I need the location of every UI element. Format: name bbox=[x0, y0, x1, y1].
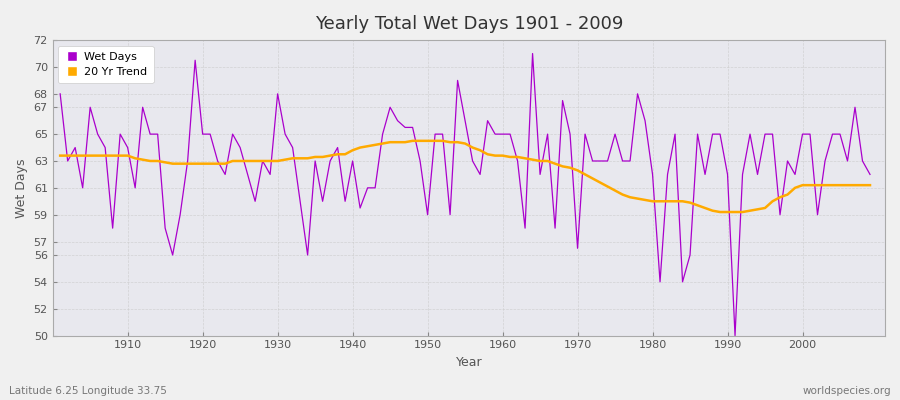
Text: Latitude 6.25 Longitude 33.75: Latitude 6.25 Longitude 33.75 bbox=[9, 386, 166, 396]
Title: Yearly Total Wet Days 1901 - 2009: Yearly Total Wet Days 1901 - 2009 bbox=[315, 15, 623, 33]
Text: worldspecies.org: worldspecies.org bbox=[803, 386, 891, 396]
Legend: Wet Days, 20 Yr Trend: Wet Days, 20 Yr Trend bbox=[58, 46, 154, 84]
Y-axis label: Wet Days: Wet Days bbox=[15, 158, 28, 218]
X-axis label: Year: Year bbox=[455, 356, 482, 369]
